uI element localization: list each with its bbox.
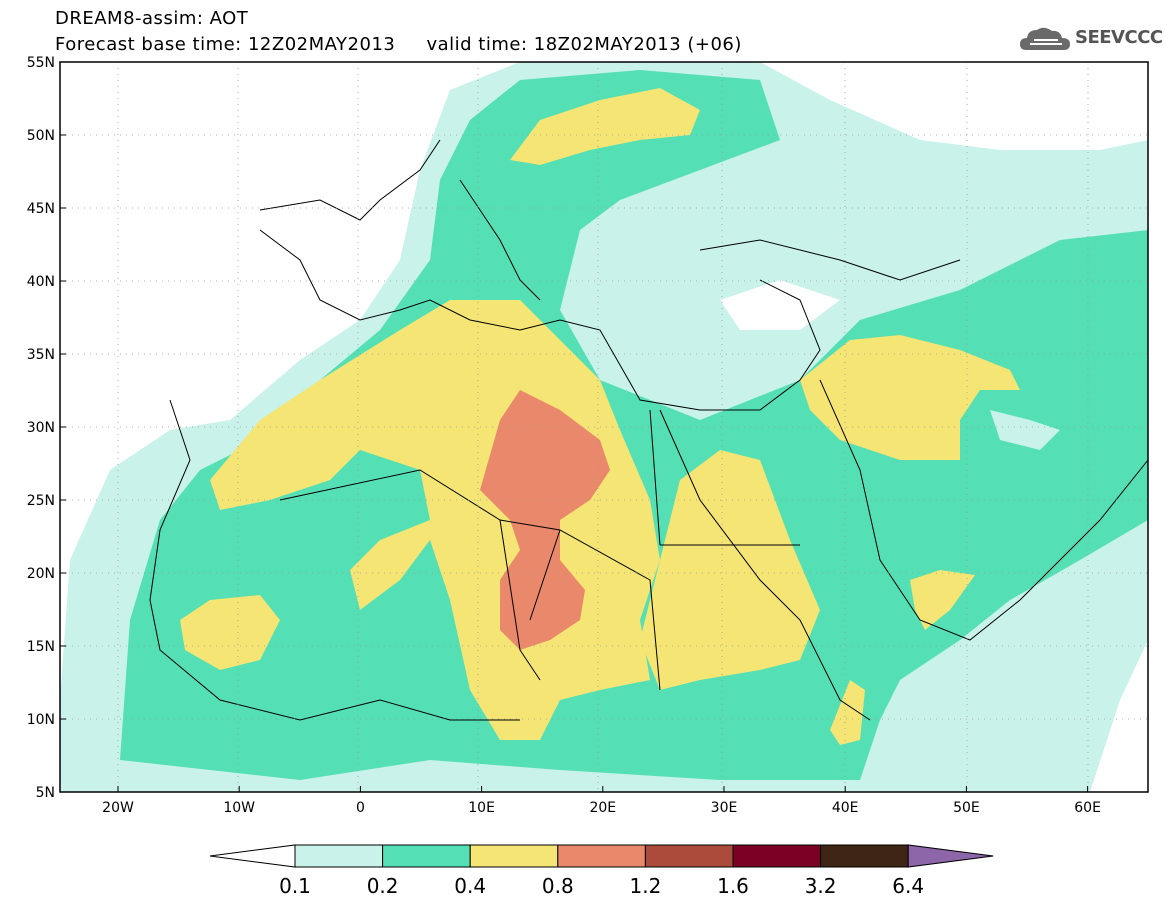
legend-swatch — [732, 844, 822, 868]
cloud-logo-icon — [1020, 27, 1070, 50]
legend-swatch — [382, 844, 471, 868]
lon-label: 10W — [223, 800, 255, 816]
legend-swatch — [820, 844, 909, 868]
legend-level-label: 0.1 — [279, 874, 311, 898]
legend-level-label: 3.2 — [805, 874, 837, 898]
lon-label: 60E — [1074, 800, 1101, 816]
legend-swatch — [644, 844, 734, 868]
legend-level-label: 0.4 — [454, 874, 486, 898]
logo-text: SEEVCCC — [1075, 27, 1163, 48]
legend-upper-extension — [907, 844, 994, 868]
map-title: DREAM8-assim: AOT — [55, 8, 249, 29]
forecast-times: Forecast base time: 12Z02MAY2013 valid t… — [55, 34, 742, 55]
legend-swatch — [469, 844, 559, 868]
lat-label: 45N — [27, 201, 55, 217]
lon-label: 20E — [589, 800, 616, 816]
lon-label: 20W — [102, 800, 134, 816]
aot-contours — [60, 62, 1148, 792]
lat-label: 40N — [27, 274, 55, 290]
lat-label: 5N — [36, 785, 55, 801]
legend-level-label: 6.4 — [892, 874, 924, 898]
legend-level-label: 1.6 — [717, 874, 749, 898]
lat-label: 15N — [27, 639, 55, 655]
legend-swatch — [557, 844, 646, 868]
lon-label: 50E — [953, 800, 980, 816]
lat-label: 20N — [27, 566, 55, 582]
legend-swatch — [294, 844, 384, 868]
graticule — [60, 62, 1148, 792]
lat-label: 35N — [27, 347, 55, 363]
legend-level-label: 0.2 — [367, 874, 399, 898]
lat-label: 25N — [27, 493, 55, 509]
lon-label: 40E — [832, 800, 859, 816]
legend-level-label: 1.2 — [629, 874, 661, 898]
lat-label: 30N — [27, 420, 55, 436]
lat-label: 10N — [27, 712, 55, 728]
lon-label: 10E — [468, 800, 495, 816]
legend-level-label: 0.8 — [542, 874, 574, 898]
lat-label: 50N — [27, 128, 55, 144]
coastlines — [149, 139, 1148, 721]
lon-label: 0 — [356, 800, 365, 816]
lat-label: 55N — [27, 55, 55, 71]
lon-label: 30E — [711, 800, 738, 816]
legend-lower-extension — [209, 844, 296, 868]
